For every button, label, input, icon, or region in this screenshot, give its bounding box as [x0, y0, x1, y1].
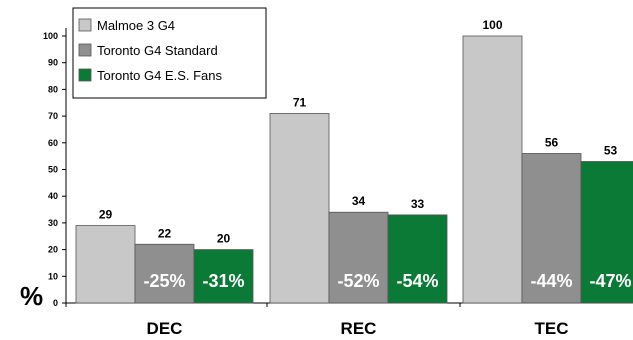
y-tick-label: 70	[48, 111, 58, 121]
bar	[328, 211, 389, 304]
y-tick-label: 40	[48, 191, 58, 201]
bar-change-label: -52%	[337, 271, 379, 291]
bars	[75, 35, 633, 304]
y-tick-label: 90	[48, 58, 58, 68]
bar-change-label: -25%	[143, 271, 185, 291]
bar-value-label: 71	[293, 95, 307, 109]
bar	[269, 113, 330, 304]
y-tick-label: 60	[48, 138, 58, 148]
bar-value-label: 100	[482, 18, 502, 32]
category-label: REC	[341, 319, 377, 338]
legend: Malmoe 3 G4 Toronto G4 Standard Toronto G4…	[72, 7, 267, 99]
bar-value-label: 33	[411, 197, 425, 211]
bar-value-label: 34	[352, 194, 366, 208]
legend-swatch	[78, 68, 92, 82]
bar-value-label: 29	[99, 208, 113, 222]
legend-label: Toronto G4 E.S. Fans	[97, 68, 223, 83]
bar-change-label: -31%	[202, 271, 244, 291]
category-label: DEC	[147, 319, 183, 338]
bar	[387, 214, 448, 304]
bar-change-label: -54%	[396, 271, 438, 291]
bar	[462, 35, 523, 304]
y-tick-label: 80	[48, 84, 58, 94]
bar	[193, 249, 254, 304]
bar	[580, 161, 633, 304]
bar-change-label: -47%	[589, 271, 631, 291]
y-tick-label: 0	[53, 298, 58, 308]
bar	[75, 225, 136, 304]
y-tick-label: 20	[48, 245, 58, 255]
legend-label: Malmoe 3 G4	[97, 18, 175, 33]
bar-value-label: 53	[604, 143, 618, 157]
bar-change-label: -44%	[530, 271, 572, 291]
bar-value-label: 56	[545, 135, 559, 149]
bar-value-label: 20	[217, 232, 231, 246]
y-tick-label: 30	[48, 218, 58, 228]
y-axis-label: %	[20, 281, 43, 311]
category-label: TEC	[535, 319, 569, 338]
labels: 29 22 -25% 20 -31% DEC 71 34 -52% 33 -54% REC 100 56 -…	[99, 18, 632, 338]
legend-swatch	[78, 18, 92, 32]
bar	[521, 153, 582, 304]
legend-label: Toronto G4 Standard	[97, 43, 218, 58]
y-tick-label: 10	[48, 271, 58, 281]
bar-value-label: 22	[158, 226, 172, 240]
legend-swatch	[78, 43, 92, 57]
y-tick-label: 50	[48, 165, 58, 175]
bar	[134, 243, 195, 304]
y-tick-label: 100	[43, 31, 58, 41]
legend-box	[72, 7, 267, 99]
